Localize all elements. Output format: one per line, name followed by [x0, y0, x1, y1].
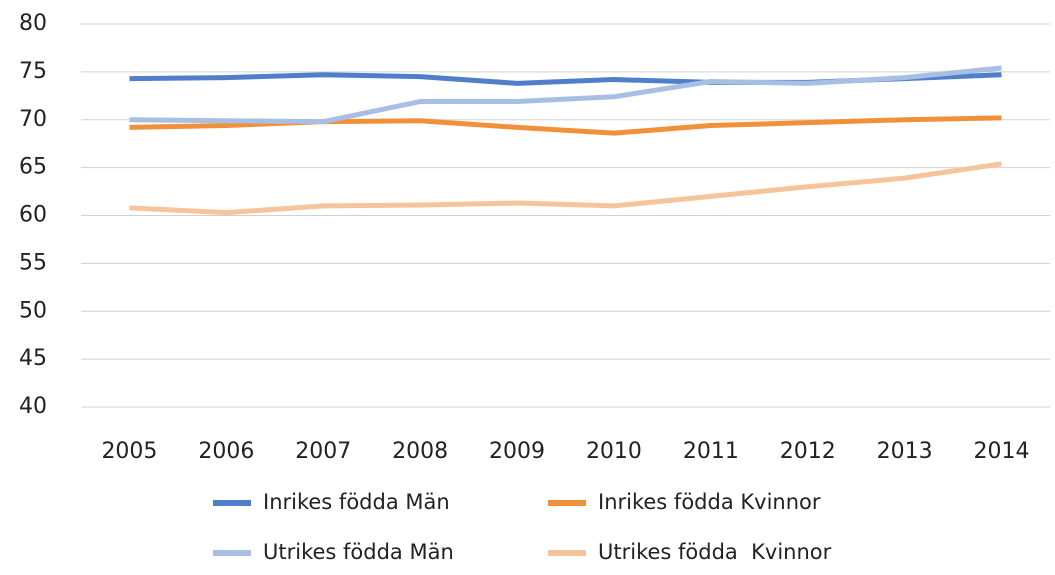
- series-line: [129, 161, 1002, 216]
- x-tick-label: 2011: [683, 439, 739, 464]
- legend-label: Inrikes födda Män: [263, 490, 450, 514]
- y-tick-label: 80: [19, 11, 47, 36]
- legend-label: Utrikes födda Män: [263, 540, 454, 564]
- x-tick-label: 2005: [101, 439, 157, 464]
- y-tick-label: 50: [19, 298, 47, 323]
- x-tick-label: 2014: [974, 439, 1030, 464]
- legend-label: Inrikes födda Kvinnor: [598, 490, 821, 514]
- x-tick-label: 2009: [489, 439, 545, 464]
- x-tick-label: 2012: [780, 439, 836, 464]
- legend-label: Utrikes födda Kvinnor: [598, 540, 832, 564]
- x-tick-label: 2013: [877, 439, 933, 464]
- y-tick-label: 70: [19, 107, 47, 132]
- y-tick-label: 60: [19, 203, 47, 228]
- y-tick-label: 55: [19, 250, 47, 275]
- x-tick-label: 2010: [586, 439, 642, 464]
- x-tick-label: 2006: [198, 439, 254, 464]
- y-tick-label: 40: [19, 394, 47, 419]
- y-tick-label: 45: [19, 346, 47, 371]
- x-tick-label: 2007: [295, 439, 351, 464]
- x-tick-label: 2008: [392, 439, 448, 464]
- series-line: [129, 65, 1002, 125]
- y-tick-label: 65: [19, 155, 47, 180]
- y-tick-label: 75: [19, 59, 47, 84]
